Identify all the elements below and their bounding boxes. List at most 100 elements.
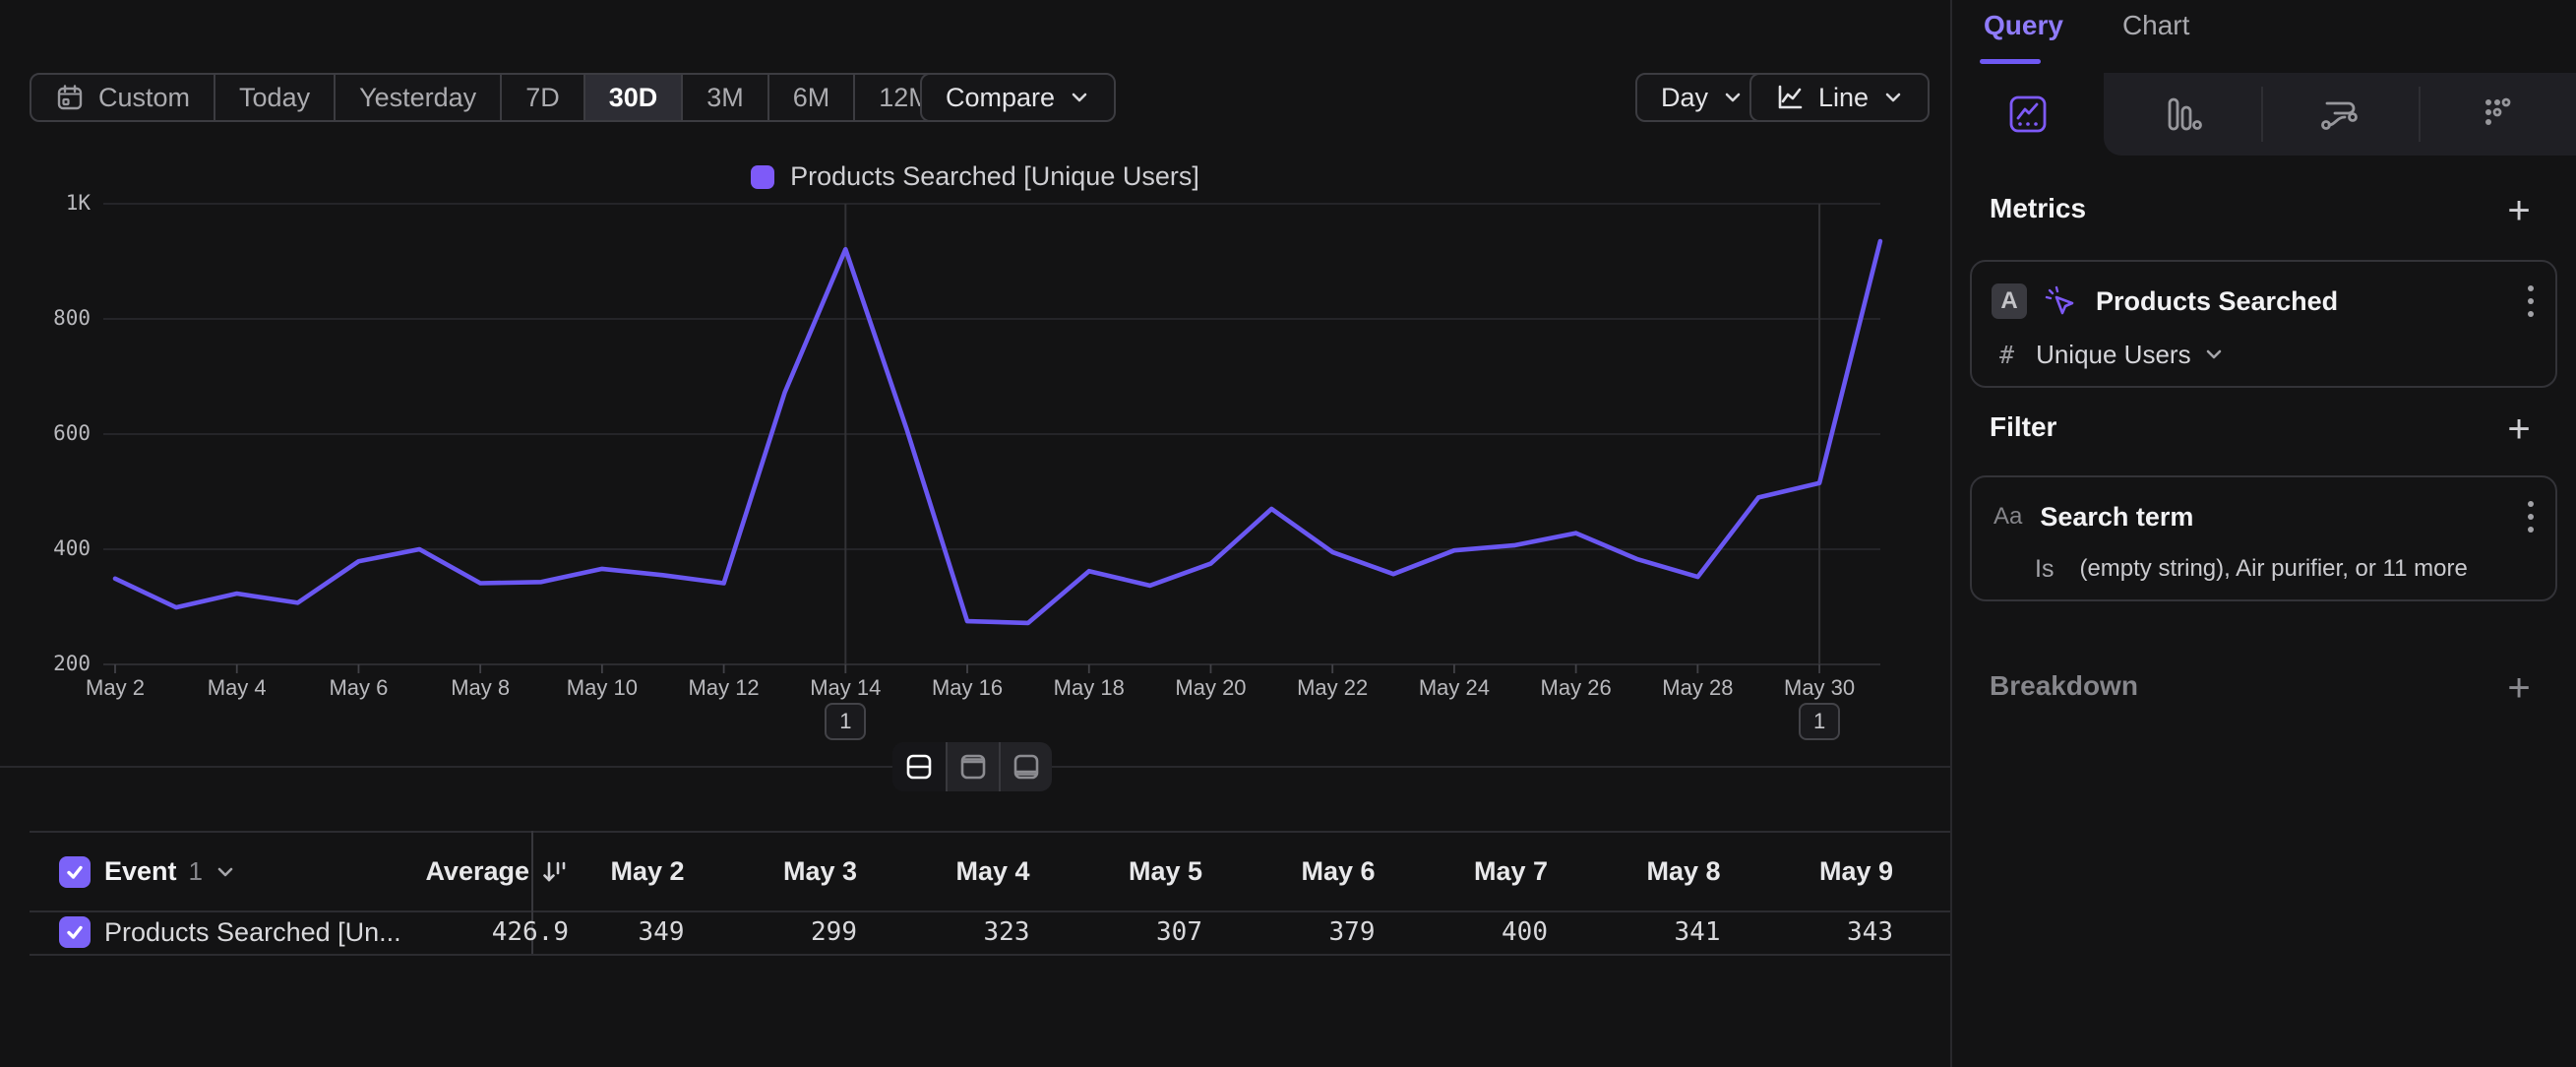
add-metric-button[interactable]: + — [2507, 189, 2531, 232]
event-header-cell[interactable]: Event 1 — [91, 856, 425, 887]
report-canvas: CustomTodayYesterday7D30D3M6M12MXTD Comp… — [0, 73, 1950, 956]
row-checkbox[interactable] — [59, 916, 91, 948]
date-column-header: May 6 — [1301, 856, 1376, 886]
x-axis-tick: May 8 — [451, 675, 511, 700]
x-axis-tick: May 12 — [688, 675, 760, 700]
date-column-value: 379 — [1328, 917, 1376, 947]
sort-descending-icon — [539, 857, 569, 887]
x-axis-tick: May 28 — [1662, 675, 1734, 700]
range-30d[interactable]: 30D — [583, 75, 682, 120]
check-icon — [67, 865, 83, 879]
average-header-cell[interactable]: Average — [425, 856, 569, 887]
date-column-value: 323 — [983, 917, 1030, 947]
filter-property-name: Search term — [2040, 501, 2194, 532]
filter-value[interactable]: (empty string), Air purifier, or 11 more — [2079, 555, 2468, 582]
series-letter-badge: A — [1992, 283, 2027, 319]
layout-toggle — [892, 742, 1052, 791]
range-label: 7D — [525, 82, 560, 112]
x-axis-tick: May 30 — [1784, 675, 1856, 700]
range-label: 6M — [792, 82, 830, 112]
x-axis-tick: May 2 — [86, 675, 145, 700]
range-label: Today — [239, 82, 311, 112]
filter-header: Filter — [1990, 411, 2057, 442]
panel-tabs: Query Chart — [1984, 10, 2189, 41]
filter-operator[interactable]: Is — [2035, 554, 2055, 583]
x-axis-tick: May 18 — [1053, 675, 1125, 700]
chart-type-label: Line — [1818, 82, 1870, 112]
layout-chart-only-button[interactable] — [946, 742, 999, 791]
filter-card[interactable]: Aa Search term Is (empty string), Air pu… — [1970, 475, 2557, 601]
tab-funnels[interactable] — [2104, 73, 2261, 156]
chevron-down-icon — [217, 867, 233, 876]
chart-type-button[interactable]: Line — [1749, 73, 1931, 122]
tab-flows[interactable] — [2261, 73, 2419, 156]
y-axis-tick: 200 — [53, 652, 91, 675]
x-axis-tick: May 26 — [1540, 675, 1612, 700]
split-view-icon — [906, 754, 932, 780]
select-all-checkbox[interactable] — [59, 855, 91, 888]
panel-divider — [1950, 0, 1952, 1067]
annotation-badge[interactable]: 1 — [825, 703, 867, 740]
line-chart-icon — [1778, 85, 1803, 109]
date-column-value: 341 — [1674, 917, 1721, 947]
range-today[interactable]: Today — [214, 75, 334, 120]
date-column-value: 343 — [1847, 917, 1893, 947]
metric-menu-icon[interactable] — [2528, 285, 2534, 317]
x-axis-tick: May 10 — [566, 675, 638, 700]
chevron-down-icon — [1885, 93, 1901, 102]
funnels-icon — [2168, 97, 2202, 131]
table-data-row: Products Searched [Un... 426.9 349 299 323… — [0, 910, 1950, 954]
range-label: Yesterday — [359, 82, 477, 112]
series-row-label: Products Searched [Un... — [104, 916, 401, 947]
tab-query[interactable]: Query — [1984, 10, 2063, 40]
range-7d[interactable]: 7D — [500, 75, 583, 120]
compare-button[interactable]: Compare — [920, 73, 1117, 122]
range-label: 30D — [608, 82, 658, 112]
date-column-header: May 3 — [782, 856, 857, 886]
date-column-header: May 2 — [610, 856, 685, 886]
range-3m[interactable]: 3M — [681, 75, 767, 120]
metric-card[interactable]: A Products Searched # Unique Users — [1970, 260, 2557, 388]
range-6m[interactable]: 6M — [767, 75, 854, 120]
range-custom[interactable]: Custom — [31, 75, 214, 120]
chart-legend: Products Searched [Unique Users] — [0, 161, 1950, 192]
date-column-value: 400 — [1502, 917, 1548, 947]
x-axis-tick: May 22 — [1297, 675, 1369, 700]
y-axis-tick: 800 — [53, 306, 91, 330]
column-divider — [531, 831, 533, 954]
granularity-button[interactable]: Day — [1635, 73, 1770, 122]
calendar-icon — [57, 85, 83, 110]
tab-chart[interactable]: Chart — [2121, 10, 2190, 40]
aggregation-prefix: # — [1999, 340, 2015, 369]
chevron-down-icon — [1725, 93, 1741, 102]
event-header-label: Event — [104, 856, 177, 886]
x-axis-tick: May 4 — [207, 675, 267, 700]
annotation-badge[interactable]: 1 — [1799, 703, 1841, 740]
date-column-header: May 9 — [1818, 856, 1893, 886]
report-type-tabs — [1952, 73, 2576, 156]
x-axis-tick: May 14 — [810, 675, 882, 700]
add-breakdown-button[interactable]: + — [2507, 666, 2531, 710]
range-yesterday[interactable]: Yesterday — [334, 75, 500, 120]
legend-item[interactable]: Products Searched [Unique Users] — [751, 161, 1199, 192]
metrics-header: Metrics — [1990, 193, 2087, 223]
y-axis-tick: 1K — [65, 191, 91, 215]
layout-split-button[interactable] — [892, 742, 946, 791]
filter-menu-icon[interactable] — [2528, 501, 2534, 533]
tab-insights[interactable] — [1952, 73, 2104, 156]
metric-aggregation-row: # Unique Users — [1972, 337, 2555, 372]
range-label: Custom — [98, 82, 191, 112]
granularity-label: Day — [1661, 82, 1709, 112]
layout-table-only-button[interactable] — [999, 742, 1052, 791]
date-column-header: May 7 — [1473, 856, 1548, 886]
bottom-panel-icon — [1013, 754, 1039, 780]
date-column-value: 299 — [811, 917, 857, 947]
flows-icon — [2321, 101, 2358, 130]
aggregation-label[interactable]: Unique Users — [2036, 339, 2191, 369]
tab-retention[interactable] — [2419, 73, 2576, 156]
top-panel-icon — [960, 754, 986, 780]
metric-event-row: A Products Searched — [1972, 282, 2555, 321]
add-filter-button[interactable]: + — [2507, 408, 2531, 451]
active-tab-underline — [1980, 59, 2041, 64]
